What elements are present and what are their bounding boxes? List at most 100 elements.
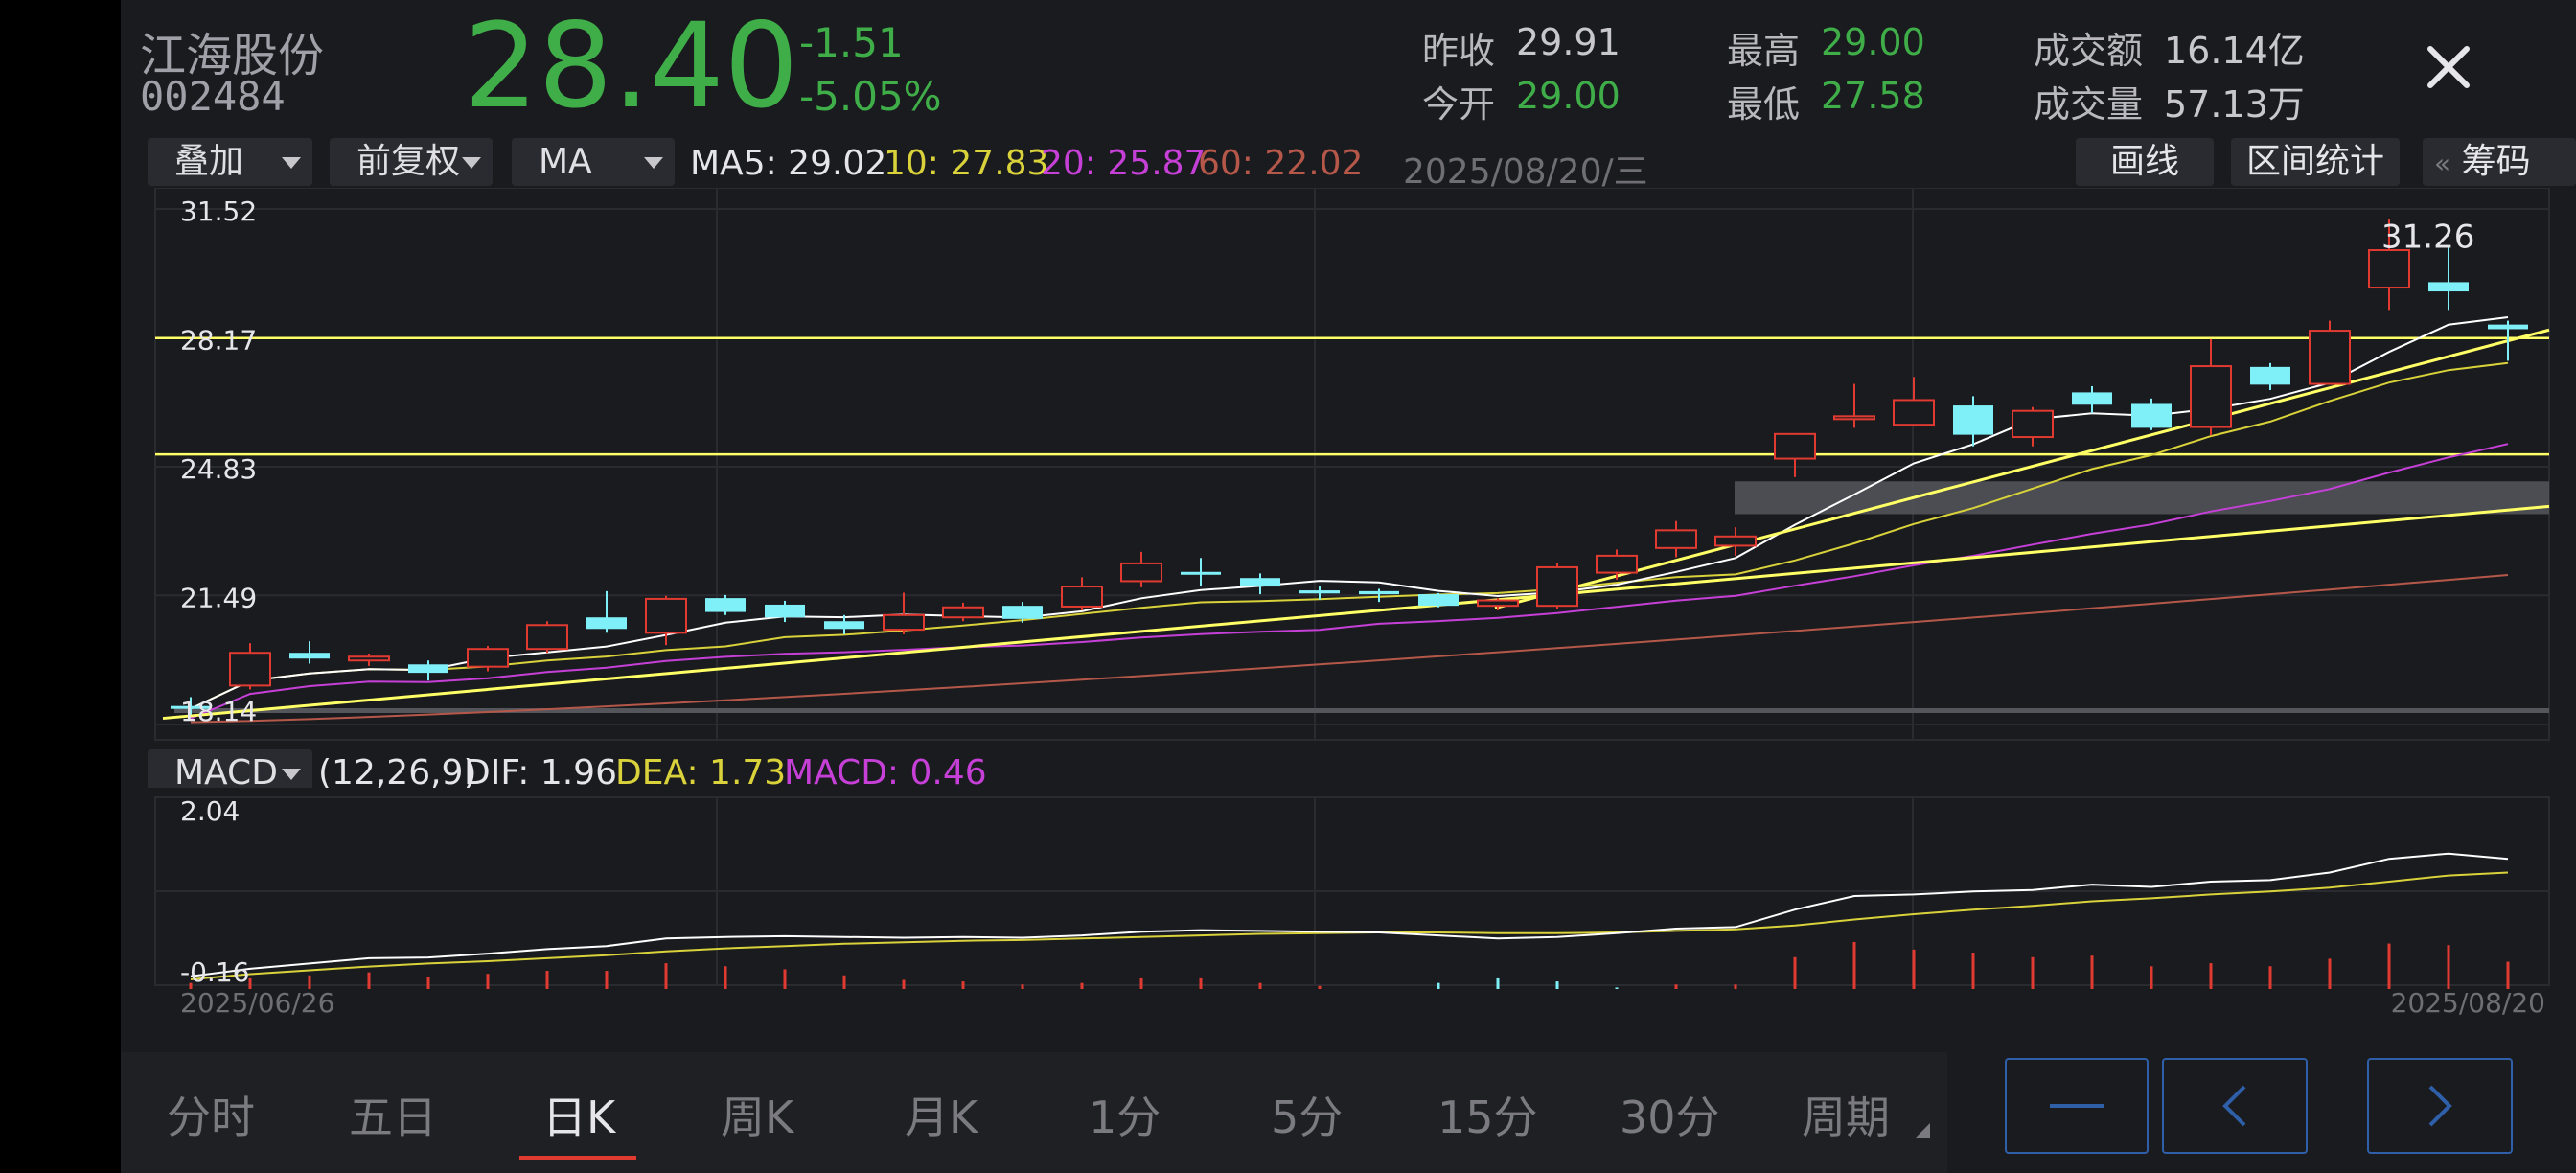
amount-label: 成交额	[2034, 30, 2144, 72]
macd-dea-value: DEA: 1.73	[615, 753, 787, 793]
period-tab[interactable]: 月K	[905, 1092, 978, 1143]
period-tab[interactable]: 15分	[1438, 1092, 1538, 1143]
candle-body-up	[942, 606, 984, 619]
minimize-button[interactable]	[2005, 1058, 2149, 1154]
next-button[interactable]	[2367, 1058, 2513, 1154]
period-tab[interactable]: 30分	[1620, 1092, 1720, 1143]
chevron-down-icon	[282, 769, 301, 780]
candle-body-down	[289, 653, 330, 659]
draw-line-button[interactable]: 画线	[2076, 138, 2214, 186]
candle-body-up	[1893, 399, 1935, 426]
candle-body-down	[1418, 594, 1459, 607]
candle-body-up	[645, 597, 687, 634]
candle-body-down	[2072, 392, 2112, 405]
trend-line	[1494, 328, 2550, 610]
ma5-value: MA5: 29.02	[690, 144, 887, 183]
period-tab[interactable]: 日K	[542, 1092, 616, 1143]
x-end-label: 2025/08/20	[2391, 987, 2545, 1019]
stock-name: 江海股份	[140, 29, 325, 82]
ma60-line	[190, 574, 2509, 724]
candle-body-up	[526, 624, 568, 651]
candle-body-down	[2488, 324, 2528, 330]
double-chevron-left-icon: «	[2434, 148, 2451, 179]
indicator-dropdown[interactable]: MA	[512, 138, 675, 186]
chevron-down-icon	[644, 157, 663, 169]
candle-body-down	[408, 664, 448, 674]
adjust-dropdown[interactable]: 前复权	[330, 138, 493, 186]
period-tab[interactable]: 分时	[167, 1092, 255, 1143]
close-button[interactable]	[2426, 38, 2471, 100]
open-value: 29.00	[1516, 75, 1621, 117]
candle-body-up	[1477, 599, 1519, 608]
candle-body-down	[1359, 590, 1399, 595]
period-tab[interactable]: 1分	[1089, 1092, 1162, 1143]
trend-line	[162, 504, 2550, 721]
overlay-label: 叠加	[174, 142, 244, 181]
candle-body-up	[1120, 562, 1162, 583]
candle-body-up	[1061, 586, 1103, 608]
chips-label: 筹码	[2461, 142, 2531, 181]
price-change-pct: -5.05%	[799, 73, 942, 120]
prev-button[interactable]	[2162, 1058, 2308, 1154]
candle-body-down	[705, 598, 746, 612]
ma10-value: 10: 27.83	[884, 144, 1049, 183]
candlestick-chart[interactable]: 31.52 28.17 24.83 21.49 18.14 31.26	[121, 188, 2576, 744]
y-tick-label: 18.14	[180, 696, 257, 727]
candle-body-up	[2012, 409, 2054, 439]
candle-body-down	[586, 617, 627, 630]
corner-triangle-icon	[1915, 1123, 1930, 1138]
support-zone	[1735, 481, 2549, 515]
close-icon	[2427, 46, 2470, 88]
macd-y-tick-label: 2.04	[180, 795, 240, 827]
candle-body-up	[2368, 249, 2410, 289]
minus-icon	[2050, 1104, 2104, 1108]
cursor-date: 2025/08/20/三	[1403, 152, 1648, 192]
period-tab[interactable]: 5分	[1271, 1092, 1344, 1143]
chevron-down-icon	[462, 157, 481, 169]
candle-body-down	[1300, 590, 1340, 594]
overlay-dropdown[interactable]: 叠加	[148, 138, 312, 186]
candle-body-down	[2250, 366, 2290, 385]
candle-body-up	[2190, 365, 2232, 428]
high-label: 最高	[1727, 30, 1801, 72]
period-tab[interactable]: 周K	[721, 1092, 794, 1143]
macd-dif-value: DIF: 1.96	[464, 753, 617, 793]
range-stats-button[interactable]: 区间统计	[2231, 138, 2400, 186]
candle-body-up	[883, 613, 925, 632]
ma5-line	[190, 316, 2509, 710]
period-tab[interactable]: 五日	[349, 1092, 437, 1143]
ma60-value: 60: 22.02	[1198, 144, 1364, 183]
active-tab-underline	[519, 1156, 636, 1160]
candle-body-down	[1181, 571, 1221, 575]
macd-background	[121, 788, 2576, 1027]
candle-body-up	[1596, 554, 1638, 574]
chevron-left-icon	[2222, 1085, 2246, 1127]
candle-body-down	[2428, 282, 2469, 292]
y-tick-label: 21.49	[180, 582, 257, 613]
chips-button[interactable]: « 筹码	[2423, 138, 2576, 186]
period-tab[interactable]: 周期	[1802, 1092, 1890, 1143]
high-value: 29.00	[1821, 21, 1925, 63]
candle-body-up	[348, 656, 390, 662]
candle-body-down	[1002, 606, 1043, 619]
y-tick-label: 28.17	[180, 325, 257, 356]
ma10-line	[190, 361, 2509, 710]
adjust-label: 前复权	[356, 142, 461, 181]
prev-close-label: 昨收	[1422, 30, 1496, 72]
candle-body-up	[1655, 529, 1697, 549]
macd-params: (12,26,9)	[318, 753, 477, 793]
macd-value: MACD: 0.46	[784, 753, 987, 793]
x-start-label: 2025/06/26	[180, 987, 334, 1019]
macd-y-tick-label: -0.16	[180, 956, 249, 988]
last-price: 28.40	[464, 0, 799, 134]
y-tick-label: 31.52	[180, 196, 257, 227]
dif-line	[190, 852, 2509, 978]
chevron-down-icon	[282, 157, 301, 169]
candle-body-up	[1536, 565, 1578, 608]
candle-body-down	[171, 705, 211, 709]
candle-body-down	[765, 604, 805, 618]
volume-value: 57.13万	[2164, 83, 2305, 126]
stock-code: 002484	[140, 73, 286, 120]
macd-indicator-label: MACD	[174, 753, 278, 793]
